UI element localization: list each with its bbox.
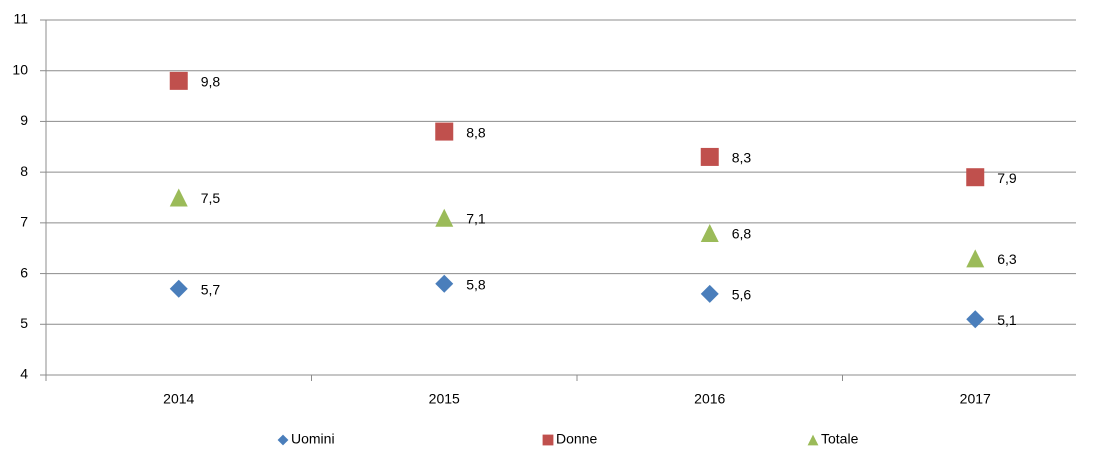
legend-label: Uomini [291,431,335,447]
x-tick-label: 2014 [163,391,194,407]
data-label: 6,3 [997,251,1017,267]
data-label: 8,3 [732,150,752,166]
legend-marker [542,434,554,446]
legend-marker [807,434,819,446]
legend-label: Donne [556,431,597,447]
x-tick-label: 2016 [694,391,725,407]
x-tick-label: 2017 [960,391,991,407]
marker [169,279,188,298]
marker [700,284,719,303]
marker [966,249,985,268]
y-tick-label: 7 [20,214,28,230]
marker [169,188,188,207]
data-label: 7,1 [466,210,486,226]
legend-marker [277,434,289,446]
data-label: 5,1 [997,312,1017,328]
y-tick-label: 11 [13,11,28,27]
marker [169,71,188,90]
data-label: 7,5 [201,190,221,206]
data-label: 7,9 [997,170,1017,186]
data-label: 5,8 [466,276,486,292]
data-label: 6,8 [732,226,752,242]
data-label: 5,6 [732,287,752,303]
marker [435,122,454,141]
y-tick-label: 5 [20,315,28,331]
marker [700,224,719,242]
marker [435,274,454,293]
y-tick-label: 8 [20,163,28,179]
marker [966,310,985,329]
y-tick-label: 4 [20,366,28,382]
y-tick-label: 10 [12,61,28,77]
legend-label: Totale [821,431,859,447]
marker [966,168,985,187]
data-label: 5,7 [201,281,221,297]
marker [700,147,719,166]
marker [435,208,454,227]
y-tick-label: 6 [20,264,28,280]
data-label: 9,8 [201,74,221,90]
data-label: 8,8 [466,124,486,140]
x-tick-label: 2015 [429,391,460,407]
y-tick-label: 9 [20,112,28,128]
